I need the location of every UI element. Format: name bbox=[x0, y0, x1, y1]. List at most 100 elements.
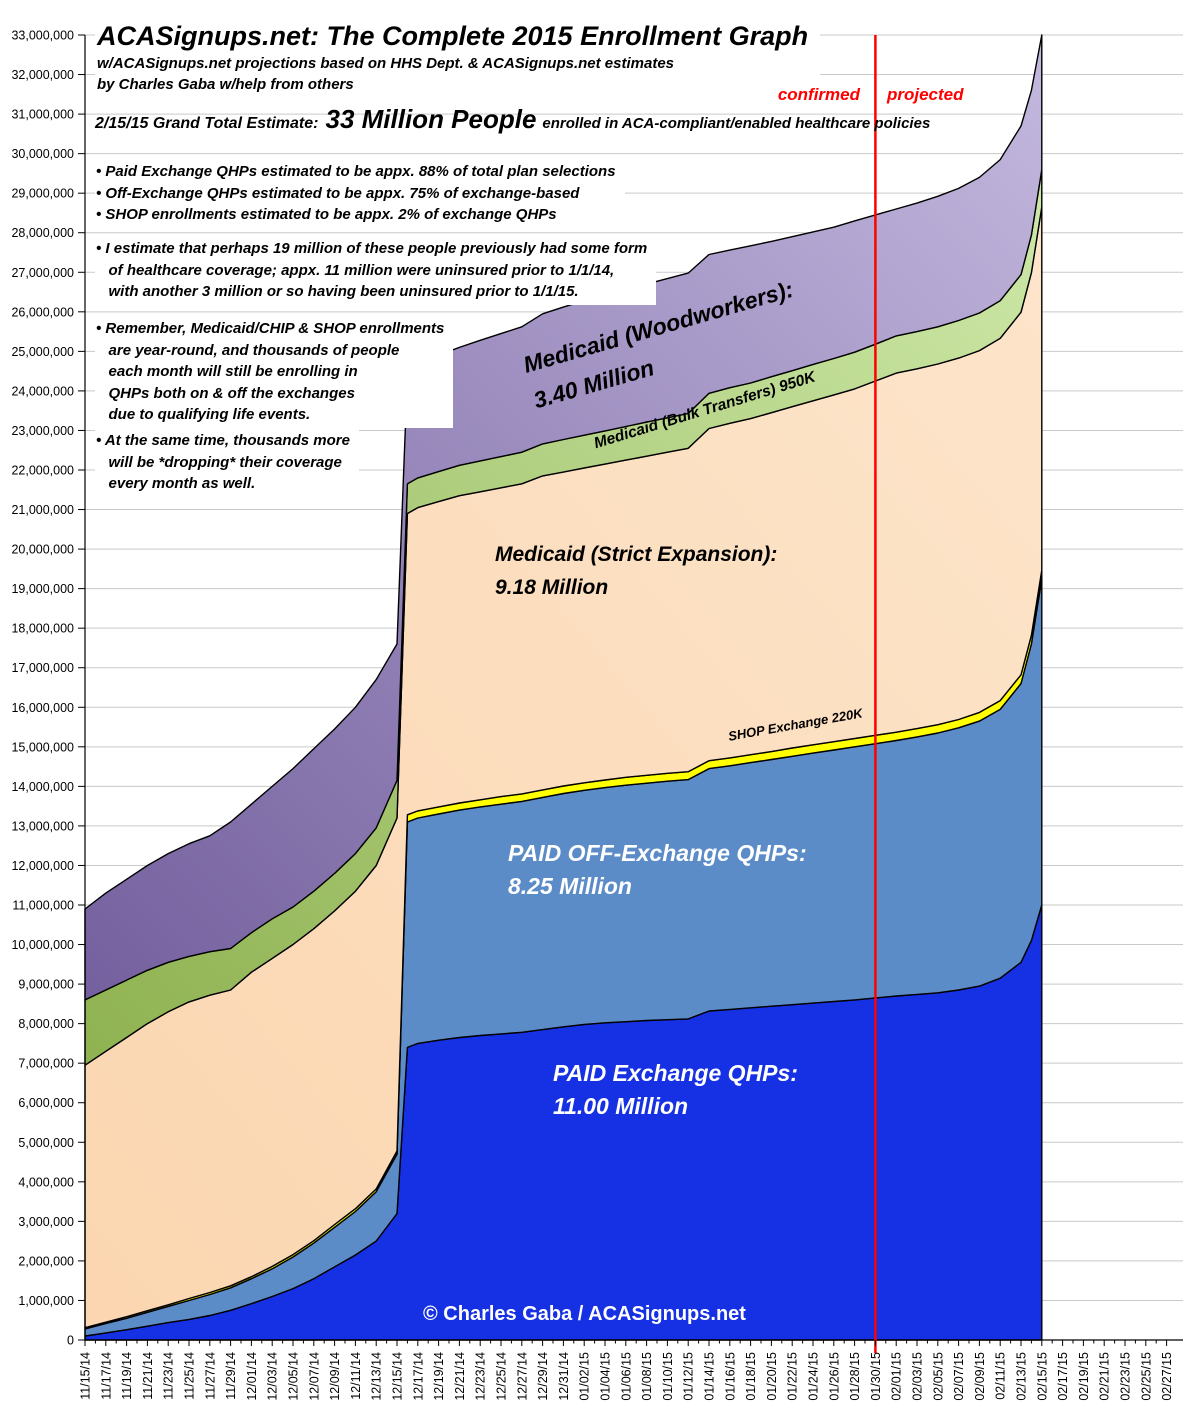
svg-text:11/15/14: 11/15/14 bbox=[79, 1352, 93, 1400]
svg-text:12/01/14: 12/01/14 bbox=[245, 1352, 259, 1401]
svg-text:01/28/15: 01/28/15 bbox=[848, 1352, 862, 1401]
svg-text:7,000,000: 7,000,000 bbox=[18, 1057, 74, 1071]
svg-text:24,000,000: 24,000,000 bbox=[11, 384, 74, 398]
watermark-copyright: © Charles Gaba / ACASignups.net bbox=[423, 1303, 746, 1325]
note-attrition: • At the same time, thousands more will … bbox=[95, 429, 359, 497]
page-title: ACASignups.net: The Complete 2015 Enroll… bbox=[97, 21, 809, 51]
svg-text:27,000,000: 27,000,000 bbox=[11, 266, 74, 280]
svg-text:12/25/14: 12/25/14 bbox=[495, 1352, 509, 1401]
svg-text:01/22/15: 01/22/15 bbox=[786, 1352, 800, 1401]
svg-text:11/21/14: 11/21/14 bbox=[141, 1352, 155, 1400]
svg-text:12/03/14: 12/03/14 bbox=[266, 1352, 280, 1401]
svg-text:02/11/15: 02/11/15 bbox=[994, 1352, 1008, 1400]
svg-text:16,000,000: 16,000,000 bbox=[11, 701, 74, 715]
svg-text:11/27/14: 11/27/14 bbox=[203, 1352, 217, 1400]
note-assumptions: • Paid Exchange QHPs estimated to be app… bbox=[95, 160, 625, 228]
svg-text:5,000,000: 5,000,000 bbox=[18, 1136, 74, 1150]
svg-text:12/07/14: 12/07/14 bbox=[307, 1352, 321, 1401]
svg-text:02/17/15: 02/17/15 bbox=[1056, 1352, 1070, 1401]
svg-text:02/27/15: 02/27/15 bbox=[1160, 1352, 1174, 1401]
svg-text:12,000,000: 12,000,000 bbox=[11, 859, 74, 873]
svg-text:02/19/15: 02/19/15 bbox=[1077, 1352, 1091, 1401]
svg-text:12/11/14: 12/11/14 bbox=[349, 1352, 363, 1400]
title-block: ACASignups.net: The Complete 2015 Enroll… bbox=[95, 20, 821, 99]
svg-text:02/13/15: 02/13/15 bbox=[1015, 1352, 1029, 1401]
note-prior-coverage: • I estimate that perhaps 19 million of … bbox=[95, 237, 657, 305]
svg-text:02/15/15: 02/15/15 bbox=[1035, 1352, 1049, 1401]
svg-text:01/12/15: 01/12/15 bbox=[682, 1352, 696, 1401]
svg-text:32,000,000: 32,000,000 bbox=[11, 68, 74, 82]
svg-text:31,000,000: 31,000,000 bbox=[11, 108, 74, 122]
svg-text:02/25/15: 02/25/15 bbox=[1139, 1352, 1153, 1401]
x-tick-labels: 11/15/14 11/17/14 11/19/14 11/21/14 11/23/14… bbox=[79, 1340, 1174, 1401]
svg-text:11/29/14: 11/29/14 bbox=[224, 1352, 238, 1400]
svg-text:02/05/15: 02/05/15 bbox=[931, 1352, 945, 1401]
svg-text:12/15/14: 12/15/14 bbox=[391, 1352, 405, 1401]
svg-text:14,000,000: 14,000,000 bbox=[11, 780, 74, 794]
svg-text:21,000,000: 21,000,000 bbox=[11, 503, 74, 517]
svg-text:02/07/15: 02/07/15 bbox=[952, 1352, 966, 1401]
svg-text:8,000,000: 8,000,000 bbox=[18, 1017, 74, 1031]
svg-text:01/24/15: 01/24/15 bbox=[807, 1352, 821, 1401]
svg-text:01/02/15: 01/02/15 bbox=[578, 1352, 592, 1401]
svg-text:13,000,000: 13,000,000 bbox=[11, 819, 74, 833]
svg-text:12/19/14: 12/19/14 bbox=[432, 1352, 446, 1401]
svg-text:0: 0 bbox=[67, 1334, 74, 1348]
svg-text:01/26/15: 01/26/15 bbox=[827, 1352, 841, 1401]
svg-text:12/23/14: 12/23/14 bbox=[474, 1352, 488, 1401]
svg-text:01/10/15: 01/10/15 bbox=[661, 1352, 675, 1401]
svg-text:02/01/15: 02/01/15 bbox=[890, 1352, 904, 1401]
svg-text:1,000,000: 1,000,000 bbox=[18, 1294, 74, 1308]
svg-text:02/03/15: 02/03/15 bbox=[911, 1352, 925, 1401]
svg-text:12/21/14: 12/21/14 bbox=[453, 1352, 467, 1401]
svg-text:02/23/15: 02/23/15 bbox=[1119, 1352, 1133, 1401]
note-remember: • Remember, Medicaid/CHIP & SHOP enrollm… bbox=[95, 317, 454, 428]
svg-text:01/18/15: 01/18/15 bbox=[744, 1352, 758, 1401]
svg-text:26,000,000: 26,000,000 bbox=[11, 305, 74, 319]
svg-text:3,000,000: 3,000,000 bbox=[18, 1215, 74, 1229]
grand-total-prefix: 2/15/15 Grand Total Estimate: bbox=[95, 115, 319, 132]
grand-total-suffix: enrolled in ACA-compliant/enabled health… bbox=[542, 115, 931, 132]
svg-text:33,000,000: 33,000,000 bbox=[11, 29, 74, 43]
svg-text:15,000,000: 15,000,000 bbox=[11, 740, 74, 754]
svg-text:20,000,000: 20,000,000 bbox=[11, 543, 74, 557]
svg-text:12/29/14: 12/29/14 bbox=[536, 1352, 550, 1401]
svg-text:12/31/14: 12/31/14 bbox=[557, 1352, 571, 1401]
label-paid-off-exchange: PAID OFF-Exchange QHPs: 8.25 Million bbox=[508, 840, 807, 899]
svg-text:18,000,000: 18,000,000 bbox=[11, 622, 74, 636]
svg-text:12/05/14: 12/05/14 bbox=[287, 1352, 301, 1401]
label-paid-exchange: PAID Exchange QHPs: 11.00 Million bbox=[553, 1060, 798, 1119]
svg-text:11/25/14: 11/25/14 bbox=[183, 1352, 197, 1400]
subtitle-line2: by Charles Gaba w/help from others bbox=[97, 76, 354, 93]
svg-text:9,000,000: 9,000,000 bbox=[18, 978, 74, 992]
grand-total-line: 2/15/15 Grand Total Estimate: 33 Million … bbox=[95, 104, 930, 135]
svg-text:01/04/15: 01/04/15 bbox=[599, 1352, 613, 1401]
svg-text:28,000,000: 28,000,000 bbox=[11, 226, 74, 240]
grand-total-value: 33 Million People bbox=[325, 104, 537, 134]
svg-text:30,000,000: 30,000,000 bbox=[11, 147, 74, 161]
svg-text:6,000,000: 6,000,000 bbox=[18, 1096, 74, 1110]
svg-text:11/19/14: 11/19/14 bbox=[120, 1352, 134, 1400]
svg-text:19,000,000: 19,000,000 bbox=[11, 582, 74, 596]
projected-label: projected bbox=[887, 85, 964, 104]
svg-text:25,000,000: 25,000,000 bbox=[11, 345, 74, 359]
svg-text:02/09/15: 02/09/15 bbox=[973, 1352, 987, 1401]
confirmed-label: confirmed bbox=[777, 85, 860, 104]
svg-text:23,000,000: 23,000,000 bbox=[11, 424, 74, 438]
svg-text:17,000,000: 17,000,000 bbox=[11, 661, 74, 675]
svg-text:01/20/15: 01/20/15 bbox=[765, 1352, 779, 1401]
svg-text:01/16/15: 01/16/15 bbox=[723, 1352, 737, 1401]
svg-text:2,000,000: 2,000,000 bbox=[18, 1254, 74, 1268]
svg-text:12/27/14: 12/27/14 bbox=[515, 1352, 529, 1401]
svg-text:22,000,000: 22,000,000 bbox=[11, 464, 74, 478]
svg-text:12/17/14: 12/17/14 bbox=[411, 1352, 425, 1401]
svg-text:12/13/14: 12/13/14 bbox=[370, 1352, 384, 1401]
svg-text:01/30/15: 01/30/15 bbox=[869, 1352, 883, 1401]
svg-text:02/21/15: 02/21/15 bbox=[1098, 1352, 1112, 1401]
y-tick-labels: 0 1,000,000 2,000,000 3,000,000 4,000,000 5,0… bbox=[11, 29, 85, 1348]
svg-text:01/08/15: 01/08/15 bbox=[640, 1352, 654, 1401]
svg-text:10,000,000: 10,000,000 bbox=[11, 938, 74, 952]
svg-text:11,000,000: 11,000,000 bbox=[12, 899, 74, 913]
